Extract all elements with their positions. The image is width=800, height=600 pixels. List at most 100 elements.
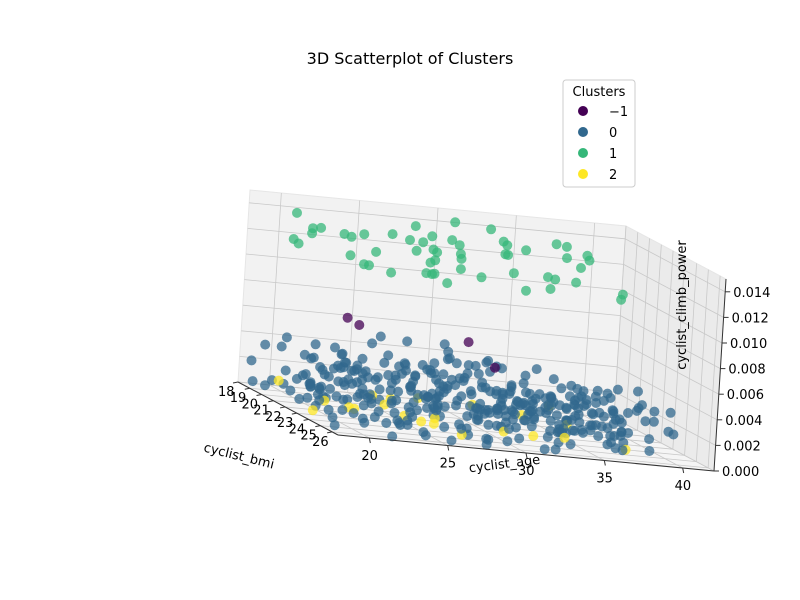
data-point [614,414,625,425]
grid-line [648,244,662,437]
grid-line [269,384,370,439]
data-point [562,415,573,426]
z-tick-label: 0.010 [730,337,767,352]
data-point [561,402,572,413]
data-point [578,427,588,438]
data-point [463,337,474,348]
y-tick-mark [525,452,528,459]
data-point [439,401,450,412]
legend-marker-neg1 [578,106,588,116]
data-point [610,443,621,454]
data-point [562,253,572,264]
data-point [439,422,450,432]
x-tick-mark [291,412,297,415]
data-point [505,386,516,397]
data-point [644,446,655,456]
data-point [381,418,392,428]
data-point [616,294,627,305]
data-point [591,398,602,408]
data-point [352,360,363,371]
data-point [359,259,369,270]
data-point [585,420,596,431]
data-point [637,400,647,411]
x-tick-label: 18 [218,385,235,400]
data-point [337,405,348,415]
data-point [354,320,365,330]
data-point [497,387,508,398]
data-point [602,439,613,450]
data-point [456,423,467,434]
data-point [450,217,461,228]
z-tick-label: 0.014 [733,286,770,301]
data-point [308,352,319,363]
data-point [602,423,613,433]
x-tick-label: 19 [230,391,247,406]
data-point [598,395,609,406]
data-point [504,423,514,434]
data-point [379,357,390,368]
x-tick-label: 21 [253,404,270,419]
data-point [346,231,357,242]
data-point [292,207,302,218]
data-point [247,376,258,387]
data-point [280,365,291,376]
data-point [363,392,373,403]
data-point [352,392,363,402]
data-point [520,370,531,381]
data-point [668,429,679,440]
data-point [294,393,305,404]
data-point [348,408,359,419]
data-point [383,370,394,381]
data-point [372,372,383,383]
legend-marker-2 [578,169,588,179]
data-point [564,391,575,402]
x-tick-mark [256,393,262,396]
data-point [307,228,318,239]
data-point [456,391,467,402]
data-point [246,355,257,366]
data-point [386,398,397,409]
y-tick-label: 20 [361,449,378,464]
grid-line [695,269,709,462]
data-point [484,407,495,418]
data-point [373,406,384,417]
data-point [386,267,397,278]
legend-marker-0 [578,127,588,137]
data-point [276,341,287,352]
data-point [526,421,537,432]
data-point [328,363,339,374]
x-tick-label: 20 [242,397,259,412]
data-point [451,358,462,369]
data-point [357,413,368,424]
data-point [481,439,492,450]
data-point [592,385,603,396]
data-point [385,385,396,396]
data-point [502,436,513,447]
x-tick-mark [232,381,239,384]
data-point [432,247,443,258]
data-point [412,389,423,400]
data-point [371,246,382,257]
data-point [569,425,580,436]
data-point [389,407,400,418]
grid-line [625,232,639,425]
data-point [329,420,340,431]
data-point [545,415,556,426]
data-point [521,285,531,296]
data-point [300,369,311,380]
data-point [559,432,570,443]
data-point [387,229,398,240]
chart-title: 3D Scatterplot of Clusters [307,49,514,68]
x-tick-mark [315,425,321,428]
data-point [429,268,440,279]
data-point [521,245,532,256]
data-point [359,229,370,240]
data-point [403,402,414,413]
data-point [416,416,427,427]
data-point [447,235,458,246]
data-point [483,419,494,430]
data-point [545,284,556,294]
y-tick-label: 35 [596,472,613,487]
z-tick-label: 0.004 [725,414,762,429]
